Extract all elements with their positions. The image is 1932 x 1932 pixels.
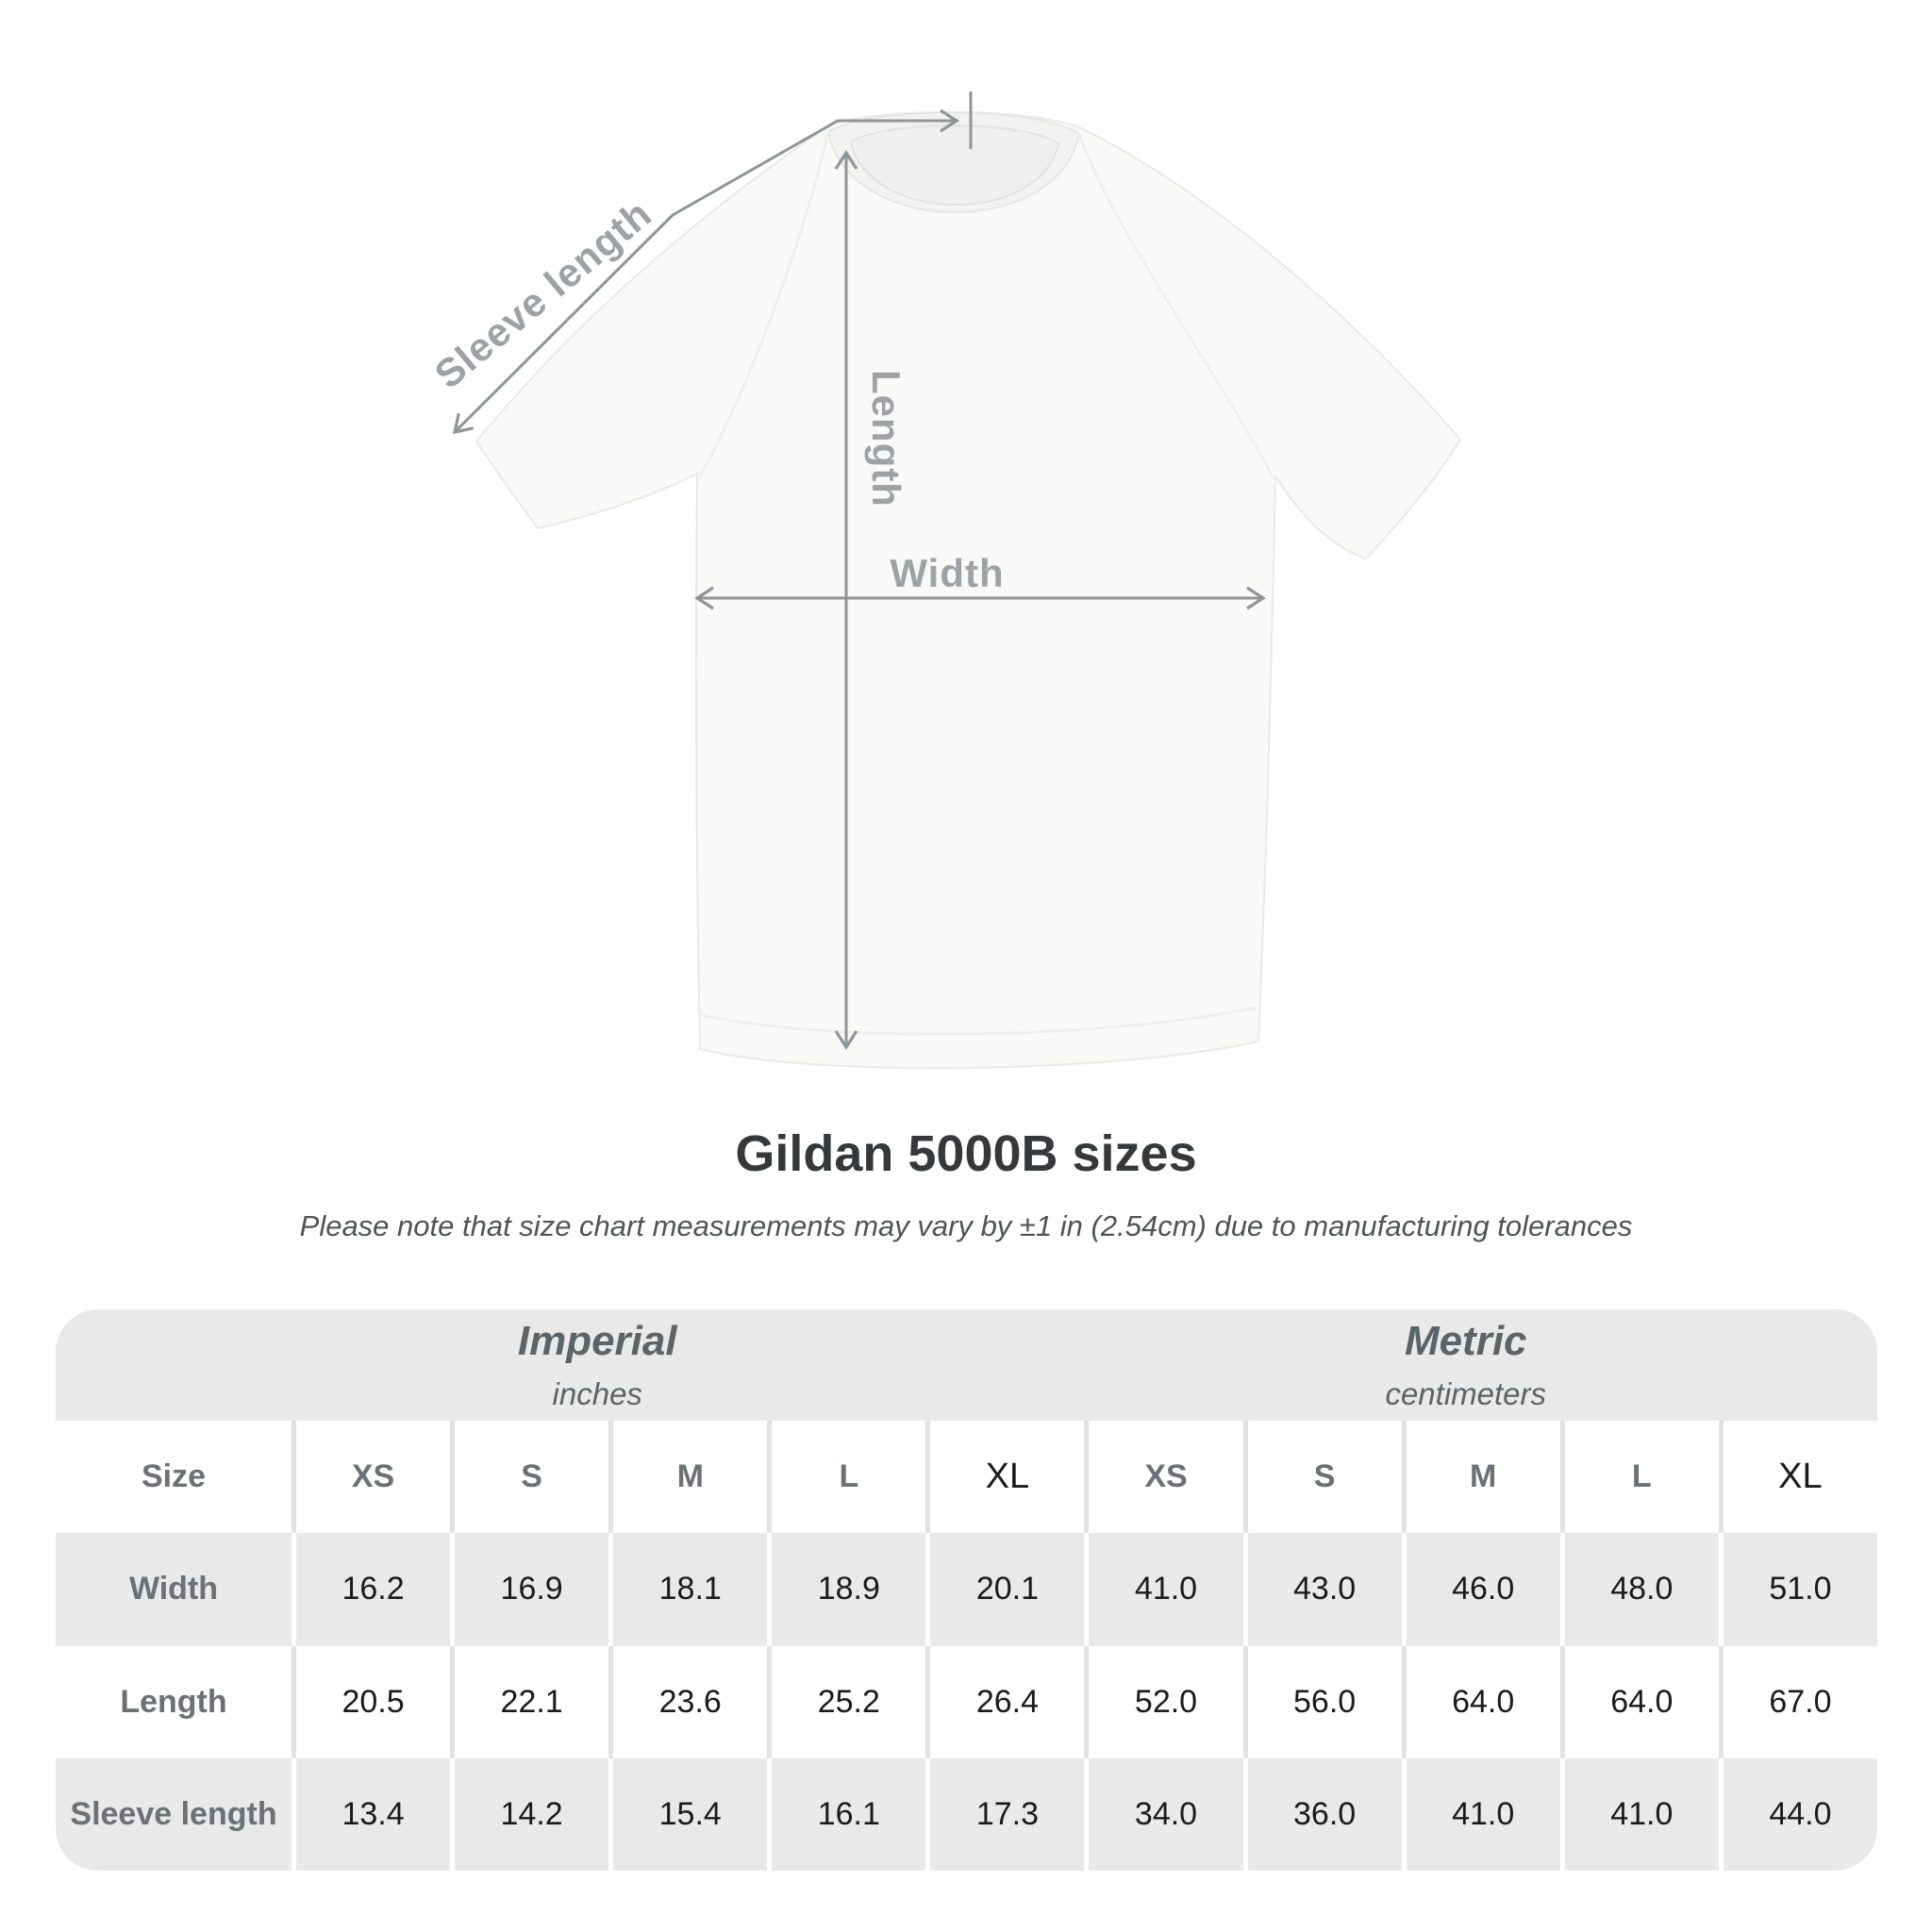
metric-size-xl: XL — [1718, 1421, 1877, 1534]
page-title: Gildan 5000B sizes — [735, 1125, 1197, 1182]
tolerance-note: Please note that size chart measurements… — [299, 1209, 1633, 1242]
width-row-label: Width — [56, 1533, 291, 1646]
sleeve-imperial-m: 15.4 — [608, 1757, 768, 1871]
length-metric-xs: 52.0 — [1084, 1645, 1243, 1758]
metric-label: Metric — [1404, 1318, 1527, 1365]
unit-group-header-row: Imperial inches Metric centimeters — [56, 1309, 1877, 1422]
length-metric-s: 56.0 — [1242, 1645, 1402, 1758]
width-imperial-l: 18.9 — [767, 1533, 926, 1646]
imperial-size-xs: XS — [291, 1421, 451, 1534]
width-metric-xl: 51.0 — [1718, 1533, 1877, 1646]
width-metric-m: 46.0 — [1401, 1533, 1560, 1646]
width-imperial-xs: 16.2 — [291, 1533, 451, 1646]
width-row: Width 16.2 16.9 18.1 18.9 20.1 41.0 43.0… — [56, 1533, 1877, 1646]
size-chart-table: Imperial inches Metric centimeters Size … — [56, 1309, 1877, 1871]
width-metric-l: 48.0 — [1559, 1533, 1719, 1646]
metric-group-header: Metric centimeters — [1084, 1309, 1877, 1422]
metric-size-l: L — [1559, 1421, 1719, 1534]
width-imperial-s: 16.9 — [450, 1533, 609, 1646]
sleeve-length-row-label: Sleeve length — [56, 1757, 291, 1871]
width-label: Width — [890, 551, 1005, 595]
sleeve-metric-xs: 34.0 — [1084, 1757, 1243, 1871]
sleeve-metric-l: 41.0 — [1559, 1757, 1719, 1871]
sleeve-imperial-xs: 13.4 — [291, 1757, 451, 1871]
tshirt-left-armhole-seam — [698, 131, 830, 477]
sleeve-metric-m: 41.0 — [1401, 1757, 1560, 1871]
sleeve-metric-xl: 44.0 — [1718, 1757, 1877, 1871]
imperial-label: Imperial — [517, 1318, 677, 1365]
length-imperial-xs: 20.5 — [291, 1645, 451, 1758]
tshirt-measurement-diagram: Sleeve length Length Width — [426, 92, 1462, 1070]
width-metric-xs: 41.0 — [1084, 1533, 1243, 1646]
metric-size-s: S — [1242, 1421, 1402, 1534]
length-metric-xl: 67.0 — [1718, 1645, 1877, 1758]
imperial-size-s: S — [450, 1421, 609, 1534]
imperial-size-l: L — [767, 1421, 926, 1534]
metric-unit-label: centimeters — [1385, 1376, 1547, 1412]
imperial-size-m: M — [608, 1421, 768, 1534]
length-label: Length — [864, 370, 908, 508]
length-imperial-s: 22.1 — [450, 1645, 609, 1758]
length-row-label: Length — [56, 1645, 291, 1758]
width-imperial-xl: 20.1 — [925, 1533, 1085, 1646]
sleeve-imperial-s: 14.2 — [450, 1757, 609, 1871]
length-imperial-xl: 26.4 — [925, 1645, 1085, 1758]
sleeve-length-row: Sleeve length 13.4 14.2 15.4 16.1 17.3 3… — [56, 1757, 1877, 1871]
metric-size-m: M — [1401, 1421, 1560, 1534]
sleeve-imperial-xl: 17.3 — [925, 1757, 1085, 1871]
length-metric-l: 64.0 — [1559, 1645, 1719, 1758]
length-row: Length 20.5 22.1 23.6 25.2 26.4 52.0 56.… — [56, 1645, 1877, 1758]
imperial-size-xl: XL — [925, 1421, 1085, 1534]
tshirt-collar-opening — [849, 125, 1060, 206]
sleeve-imperial-l: 16.1 — [767, 1757, 926, 1871]
sleeve-metric-s: 36.0 — [1242, 1757, 1402, 1871]
tshirt-right-armhole-seam — [1077, 133, 1275, 480]
tshirt-body-shape — [475, 110, 1462, 1070]
imperial-group-header: Imperial inches — [56, 1309, 1085, 1422]
width-imperial-m: 18.1 — [608, 1533, 768, 1646]
length-imperial-m: 23.6 — [608, 1645, 768, 1758]
size-column-header: Size — [56, 1421, 291, 1534]
tshirt-illustration — [452, 92, 1462, 1070]
tshirt-hem-stitch — [701, 1006, 1257, 1036]
length-imperial-l: 25.2 — [767, 1645, 926, 1758]
imperial-unit-label: inches — [552, 1376, 642, 1412]
size-header-row: Size XS S M L XL XS S M L XL — [56, 1421, 1877, 1534]
width-metric-s: 43.0 — [1242, 1533, 1402, 1646]
length-metric-m: 64.0 — [1401, 1645, 1560, 1758]
metric-size-xs: XS — [1084, 1421, 1243, 1534]
